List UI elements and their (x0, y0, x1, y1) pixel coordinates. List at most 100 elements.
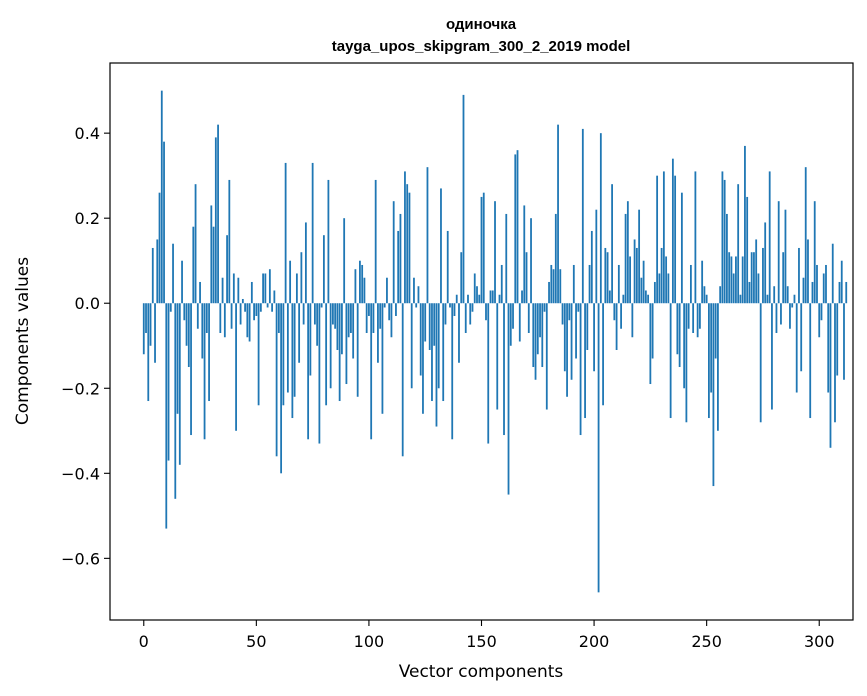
bar-43 (239, 303, 242, 325)
bar-262 (732, 273, 735, 304)
bar-77 (316, 303, 319, 346)
bar-95 (356, 303, 359, 397)
bar-173 (532, 303, 535, 368)
bar-30 (210, 205, 213, 304)
bar-206 (606, 252, 609, 304)
bar-254 (714, 303, 717, 359)
bar-311 (843, 303, 845, 380)
bar-54 (264, 273, 267, 304)
chart-title-line-2: tayga_upos_skipgram_300_2_2019 model (332, 38, 631, 55)
bar-287 (789, 303, 791, 329)
bar-157 (496, 303, 499, 410)
bar-13 (172, 243, 174, 304)
bar-256 (719, 286, 722, 304)
bar-81 (325, 303, 328, 406)
bar-274 (759, 303, 762, 423)
bar-242 (687, 303, 690, 329)
bar-292 (800, 303, 803, 372)
bar-58 (273, 290, 276, 304)
bar-158 (498, 294, 501, 304)
bar-80 (322, 235, 325, 304)
bar-98 (363, 277, 366, 304)
bar-106 (381, 303, 384, 414)
bar-205 (604, 247, 607, 304)
bar-17 (181, 260, 183, 304)
bar-74 (309, 303, 312, 376)
bar-46 (246, 303, 249, 338)
bar-118 (408, 192, 411, 304)
bar-184 (557, 124, 559, 304)
bar-15 (176, 303, 179, 414)
bar-142 (462, 94, 465, 304)
bar-230 (660, 247, 663, 304)
bar-204 (602, 303, 604, 406)
bar-296 (809, 303, 812, 419)
bar-34 (219, 303, 222, 333)
bar-93 (352, 303, 355, 359)
bar-1 (145, 303, 147, 333)
bar-153 (487, 303, 490, 444)
bar-213 (622, 294, 625, 304)
bar-185 (559, 269, 562, 304)
bar-89 (343, 218, 346, 304)
bar-159 (500, 264, 503, 304)
bar-308 (836, 303, 839, 376)
bar-176 (539, 303, 541, 338)
bar-117 (406, 184, 409, 304)
bar-299 (816, 264, 818, 304)
bar-36 (223, 303, 226, 338)
bar-113 (397, 230, 400, 304)
bar-100 (368, 303, 370, 316)
bar-235 (671, 158, 674, 304)
bar-11 (167, 303, 170, 461)
bar-111 (392, 201, 395, 304)
bar-90 (345, 303, 348, 385)
bar-9 (163, 141, 165, 304)
bar-247 (699, 303, 701, 329)
bar-258 (723, 179, 726, 304)
bar-209 (613, 303, 616, 321)
bar-177 (541, 303, 544, 368)
x-axis-label: Vector components (399, 662, 564, 682)
bars-group (142, 90, 848, 593)
bar-179 (545, 303, 548, 410)
bar-85 (334, 303, 337, 329)
bar-295 (807, 239, 809, 304)
bar-182 (552, 269, 555, 304)
bar-285 (784, 209, 787, 304)
bar-135 (446, 230, 449, 304)
bar-64 (286, 303, 289, 393)
bar-275 (762, 247, 764, 304)
bar-269 (748, 281, 751, 304)
bar-286 (786, 286, 789, 304)
bar-178 (543, 303, 546, 312)
bar-227 (653, 281, 656, 304)
bar-103 (374, 179, 377, 304)
bar-293 (802, 277, 805, 304)
bar-88 (341, 303, 343, 355)
bar-281 (775, 303, 778, 333)
bar-273 (757, 273, 760, 304)
y-tick-label: 0.0 (75, 294, 100, 313)
bar-38 (228, 179, 231, 304)
bar-195 (581, 128, 584, 304)
bar-4 (151, 247, 154, 304)
bar-37 (226, 235, 228, 304)
y-tick-label: −0.2 (61, 379, 100, 398)
bar-50 (255, 303, 258, 316)
bar-234 (669, 303, 672, 419)
bar-186 (561, 303, 564, 325)
bar-22 (192, 226, 195, 304)
bar-215 (626, 201, 629, 304)
bar-31 (212, 226, 215, 304)
bar-241 (685, 303, 688, 423)
bar-283 (780, 303, 782, 325)
bar-57 (271, 303, 274, 312)
bar-78 (318, 303, 321, 444)
bar-99 (365, 303, 368, 333)
bar-240 (683, 303, 686, 389)
bar-237 (676, 303, 679, 355)
bar-75 (311, 162, 314, 304)
bar-130 (435, 303, 438, 427)
bar-166 (516, 150, 519, 304)
